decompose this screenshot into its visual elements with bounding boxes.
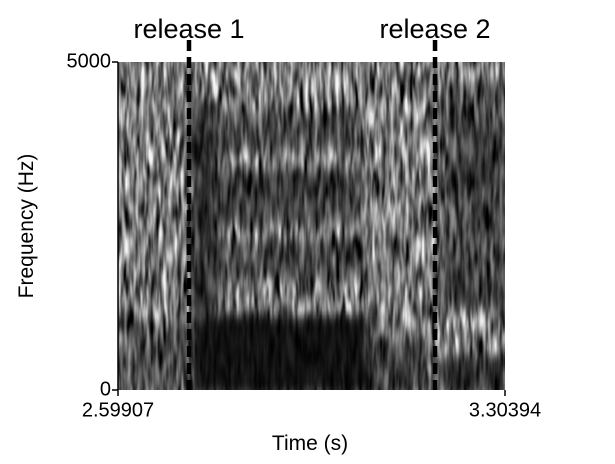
spectrogram-image: [118, 62, 505, 390]
y-tick-label: 5000: [67, 50, 112, 72]
x-tick-label: 2.59907: [82, 399, 154, 421]
annotation: release 1: [133, 14, 244, 44]
y-tick-label: 0: [100, 378, 111, 400]
x-tick-label: 3.30394: [469, 399, 541, 421]
y-axis-label: Frequency (Hz): [15, 154, 38, 299]
x-axis-label: Time (s): [272, 432, 348, 455]
annotation: release 2: [379, 14, 490, 44]
